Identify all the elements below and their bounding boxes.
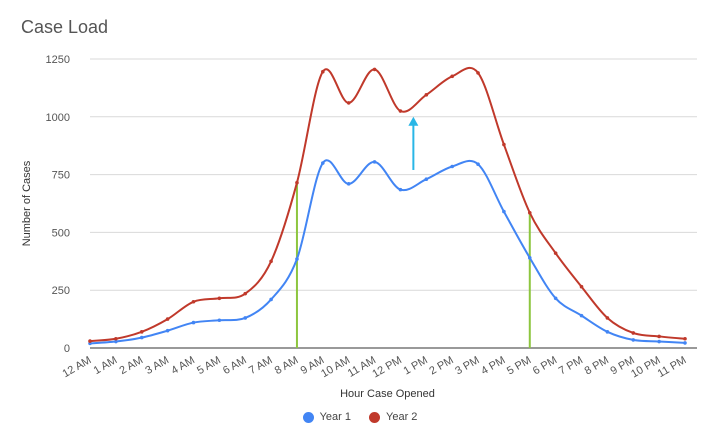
data-point-year-2[interactable] xyxy=(139,330,144,334)
chart-title: Case Load xyxy=(21,17,109,37)
annotation-markers xyxy=(295,116,531,348)
x-tick-label: 1 PM xyxy=(402,354,430,377)
data-point-year-2[interactable] xyxy=(269,259,273,264)
x-axis-title: Hour Case Opened xyxy=(340,388,435,400)
data-point-year-2[interactable] xyxy=(527,210,532,215)
series-line-year-1 xyxy=(89,159,686,345)
x-tick-label: 8 PM xyxy=(583,354,611,377)
data-point-year-1[interactable] xyxy=(553,296,558,301)
data-point-year-2[interactable] xyxy=(657,334,661,339)
data-point-year-2[interactable] xyxy=(553,251,558,256)
y-axis-title: Number of Cases xyxy=(21,160,33,246)
y-tick-label: 0 xyxy=(64,343,70,355)
x-tick-label: 6 PM xyxy=(531,354,559,377)
data-point-year-1[interactable] xyxy=(476,162,480,166)
x-tick-label: 2 AM xyxy=(118,354,146,377)
data-point-year-2[interactable] xyxy=(88,339,92,343)
x-tick-label: 7 AM xyxy=(247,354,275,377)
data-point-year-1[interactable] xyxy=(657,339,661,344)
legend: Year 1 Year 2 xyxy=(0,411,720,423)
data-point-year-1[interactable] xyxy=(527,256,532,260)
legend-label-year-2: Year 2 xyxy=(386,411,418,423)
data-point-year-2[interactable] xyxy=(398,109,403,113)
data-point-year-1[interactable] xyxy=(295,257,299,261)
data-point-year-1[interactable] xyxy=(243,316,248,320)
series-lines xyxy=(88,67,687,346)
x-tick-label: 7 PM xyxy=(557,354,585,377)
x-tick-label: 6 AM xyxy=(221,354,249,377)
data-point-year-2[interactable] xyxy=(321,69,325,74)
data-point-year-2[interactable] xyxy=(502,142,506,147)
data-point-year-2[interactable] xyxy=(217,296,222,301)
y-tick-label: 750 xyxy=(52,170,70,182)
series-line-year-2 xyxy=(89,67,686,343)
data-point-year-1[interactable] xyxy=(191,320,196,325)
x-tick-label: 4 PM xyxy=(479,354,507,377)
legend-item-year-1[interactable]: Year 1 xyxy=(302,411,351,423)
x-tick-label: 5 PM xyxy=(505,354,533,377)
x-tick-label: 3 PM xyxy=(453,354,481,377)
x-tick-label: 10 AM xyxy=(319,354,352,380)
y-tick-label: 500 xyxy=(52,227,70,239)
data-point-year-1[interactable] xyxy=(450,164,454,169)
data-point-year-2[interactable] xyxy=(243,291,248,296)
x-tick-label: 12 AM xyxy=(60,354,93,380)
data-point-year-2[interactable] xyxy=(346,101,351,105)
data-point-year-2[interactable] xyxy=(295,180,299,185)
data-point-year-2[interactable] xyxy=(631,331,636,335)
legend-label-year-1: Year 1 xyxy=(319,411,351,423)
data-point-year-1[interactable] xyxy=(139,335,144,340)
x-tick-label: 4 AM xyxy=(169,354,197,377)
data-point-year-2[interactable] xyxy=(605,316,610,320)
data-point-year-2[interactable] xyxy=(476,71,480,75)
x-tick-label: 10 PM xyxy=(629,354,663,380)
data-point-year-2[interactable] xyxy=(165,317,170,321)
data-point-year-1[interactable] xyxy=(114,339,118,344)
data-point-year-1[interactable] xyxy=(321,161,325,165)
y-axis-ticks: 0 250 500 750 1000 1250 xyxy=(46,54,70,355)
arrow-head xyxy=(408,116,419,126)
x-tick-label: 8 AM xyxy=(273,354,301,377)
x-axis-ticks: 12 AM1 AM2 AM3 AM4 AM5 AM6 AM7 AM8 AM9 A… xyxy=(60,354,688,380)
legend-swatch-year-2 xyxy=(369,411,380,423)
data-point-year-2[interactable] xyxy=(191,299,196,304)
y-tick-label: 1000 xyxy=(46,112,70,124)
y-tick-label: 1250 xyxy=(46,54,70,66)
data-point-year-2[interactable] xyxy=(683,336,687,341)
data-point-year-2[interactable] xyxy=(114,336,118,341)
data-point-year-1[interactable] xyxy=(346,182,351,186)
grid-lines xyxy=(90,58,697,349)
data-point-year-1[interactable] xyxy=(217,318,222,323)
x-tick-label: 11 PM xyxy=(656,354,689,380)
data-point-year-1[interactable] xyxy=(579,313,584,318)
data-point-year-1[interactable] xyxy=(502,209,506,214)
x-tick-label: 12 PM xyxy=(370,354,404,380)
data-point-year-2[interactable] xyxy=(372,67,377,72)
data-point-year-1[interactable] xyxy=(165,328,170,333)
data-point-year-1[interactable] xyxy=(605,330,610,334)
data-point-year-2[interactable] xyxy=(579,284,584,289)
data-point-year-2[interactable] xyxy=(424,93,429,97)
data-point-year-1[interactable] xyxy=(398,187,403,192)
y-tick-label: 250 xyxy=(52,285,70,297)
legend-swatch-year-1 xyxy=(302,411,314,423)
legend-item-year-2[interactable]: Year 2 xyxy=(369,411,417,423)
data-point-year-1[interactable] xyxy=(424,177,429,182)
data-point-year-1[interactable] xyxy=(683,341,687,345)
data-point-year-1[interactable] xyxy=(372,160,377,164)
data-point-year-2[interactable] xyxy=(450,74,454,79)
x-tick-label: 5 AM xyxy=(195,354,223,377)
x-tick-label: 3 AM xyxy=(143,354,171,377)
data-point-year-1[interactable] xyxy=(631,338,636,342)
x-tick-label: 1 AM xyxy=(92,354,120,377)
data-point-year-1[interactable] xyxy=(269,297,273,302)
x-tick-label: 2 PM xyxy=(427,354,455,377)
